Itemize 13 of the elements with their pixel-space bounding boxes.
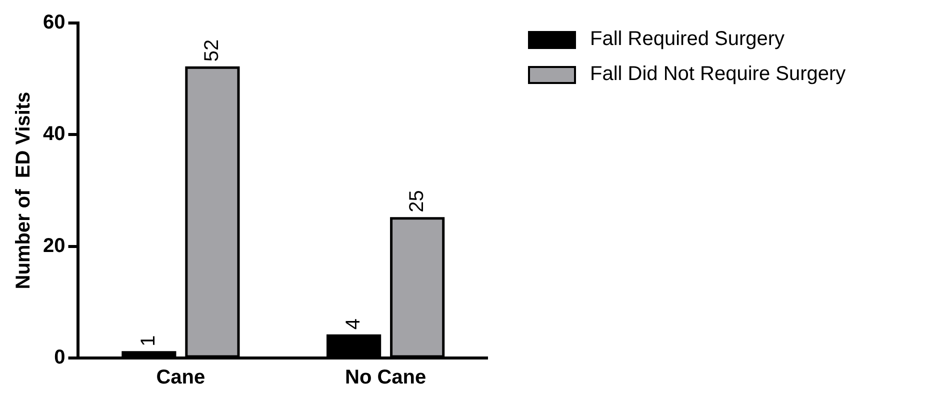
legend-label: Fall Required Surgery [590,28,785,51]
y-tick-label: 60 [42,12,66,34]
y-tick-label: 20 [42,234,66,257]
x-tick-label: No Cane [345,366,426,389]
x-tick-label: Cane [156,366,206,389]
data-label: 25 [406,190,428,212]
legend-label: Fall Did Not Require Surgery [590,63,846,86]
y-tick-label: 40 [42,123,66,146]
data-label: 52 [200,39,223,62]
data-label: 1 [137,335,160,346]
data-label: 4 [342,318,364,330]
y-axis-title: Number of ED Visits [12,92,35,290]
y-tick-label: 0 [54,346,66,369]
